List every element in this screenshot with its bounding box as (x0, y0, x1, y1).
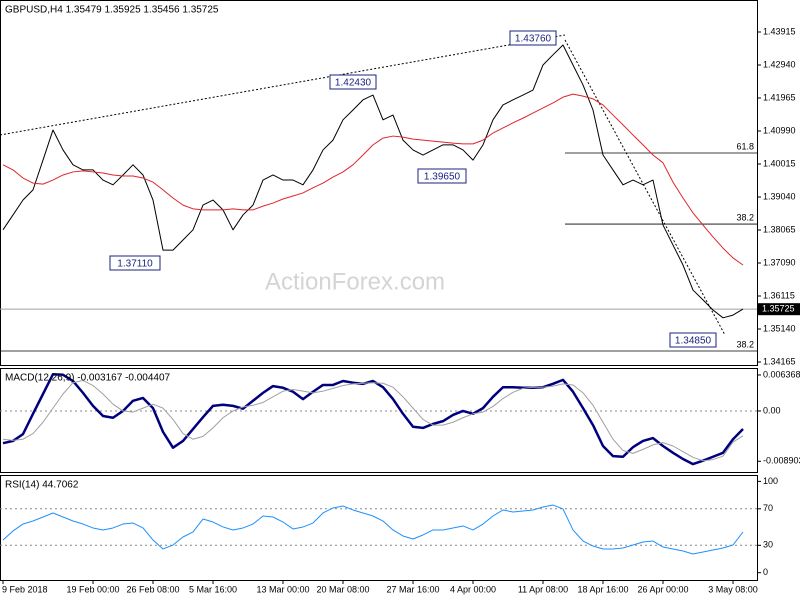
x-tick-label: 26 Apr 00:00 (637, 584, 688, 594)
y-tick-label: 1.40990 (763, 125, 796, 135)
y-tick-label: 1.43915 (763, 26, 796, 36)
y-tick-label: 1.36115 (763, 290, 795, 300)
y-tick-label: 0.00 (763, 405, 781, 415)
annotation-label: 1.42430 (335, 78, 372, 89)
y-tick-label: 1.41965 (763, 92, 796, 102)
x-tick-label: 11 Apr 08:00 (518, 584, 568, 594)
x-tick-label: 18 Apr 16:00 (577, 584, 628, 594)
y-tick-label: 1.40015 (763, 158, 796, 168)
y-tick-label: 1.38065 (763, 224, 796, 234)
y-tick-label: 0.006368 (763, 369, 800, 379)
series-line (2, 372, 744, 466)
y-tick-label: 70 (763, 503, 773, 513)
annotation-label: 1.43760 (515, 34, 552, 45)
y-tick-label: 100 (763, 476, 778, 486)
last-price-label: 1.35725 (762, 304, 795, 314)
series-line (2, 504, 744, 555)
x-tick-label: 4 Apr 00:00 (450, 584, 496, 594)
series-line (2, 93, 744, 266)
annotation-box (329, 74, 377, 90)
x-tick-label: 13 Mar 00:00 (256, 584, 309, 594)
fib-label: 38.2 (736, 212, 754, 222)
panel-frame (0, 475, 758, 581)
series-line (2, 44, 744, 319)
annotation-label: 1.37110 (117, 259, 153, 270)
y-tick-label: 1.37090 (763, 257, 796, 267)
panel-title: MACD(12,26,9) -0.003167 -0.004407 (5, 373, 171, 384)
annotation-label: 1.34850 (675, 336, 712, 347)
x-tick-label: 20 Mar 08:00 (316, 584, 369, 594)
x-tick-label: 9 Feb 2018 (2, 584, 48, 594)
x-tick-label: 26 Feb 08:00 (126, 584, 179, 594)
y-tick-label: 30 (763, 540, 773, 550)
y-tick-label: 1.34165 (763, 356, 796, 366)
fib-label: 38.2 (736, 339, 754, 349)
panel-title: RSI(14) 44.7062 (5, 480, 79, 491)
panel-title: GBPUSD,H4 1.35479 1.35925 1.35456 1.3572… (5, 5, 219, 16)
last-price-box (758, 303, 800, 316)
panel-frame (0, 0, 758, 366)
annotation-label: 1.39650 (424, 172, 461, 183)
annotation-box (509, 30, 557, 46)
annotation-box (109, 255, 161, 271)
series-line (2, 379, 744, 462)
fib-label: 61.8 (736, 141, 754, 151)
y-tick-label: 0 (763, 567, 768, 577)
x-tick-label: 27 Mar 16:00 (386, 584, 439, 594)
annotation-box (669, 332, 717, 348)
panel-frame (0, 368, 758, 473)
watermark: ActionForex.com (265, 268, 445, 295)
x-tick-label: 5 Mar 16:00 (189, 584, 237, 594)
y-tick-label: -0.008903 (763, 456, 800, 466)
y-tick-label: 1.42940 (763, 59, 796, 69)
annotation-box (417, 168, 467, 184)
x-tick-label: 19 Feb 00:00 (66, 584, 119, 594)
x-tick-label: 3 May 08:00 (708, 584, 758, 594)
y-tick-label: 1.35140 (763, 323, 796, 333)
y-tick-label: 1.39040 (763, 191, 796, 201)
